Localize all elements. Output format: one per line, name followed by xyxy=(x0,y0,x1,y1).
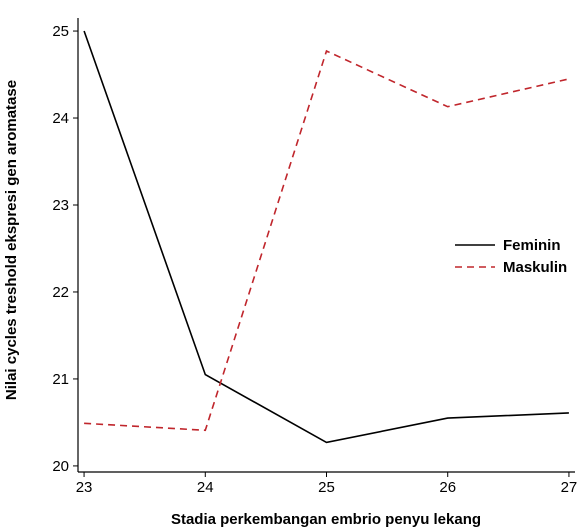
y-tick-label: 21 xyxy=(52,371,69,388)
legend: Feminin Maskulin xyxy=(455,237,567,276)
y-tick-label: 24 xyxy=(52,110,69,127)
legend-label-maskulin: Maskulin xyxy=(503,259,567,276)
y-ticks: 20 21 22 23 24 25 xyxy=(52,23,78,475)
series-layer xyxy=(83,30,570,444)
x-tick-label: 26 xyxy=(439,479,456,496)
x-tick-label: 24 xyxy=(197,479,214,496)
y-axis-title: Nilai cycles treshold ekspresi gen aroma… xyxy=(3,80,20,400)
y-tick-label: 23 xyxy=(52,197,69,214)
x-tick-label: 27 xyxy=(561,479,578,496)
series-line-maskulin xyxy=(84,49,570,432)
x-tick-label: 23 xyxy=(76,479,93,496)
y-tick-label: 25 xyxy=(52,23,69,40)
x-axis-title: Stadia perkembangan embrio penyu lekang xyxy=(171,511,481,528)
series-line-feminin xyxy=(83,30,569,444)
axes xyxy=(77,18,575,473)
x-tick-label: 25 xyxy=(318,479,335,496)
x-ticks: 23 24 25 26 27 xyxy=(76,472,578,496)
legend-label-feminin: Feminin xyxy=(503,237,561,254)
y-tick-label: 22 xyxy=(52,284,69,301)
y-tick-label: 20 xyxy=(52,458,69,475)
